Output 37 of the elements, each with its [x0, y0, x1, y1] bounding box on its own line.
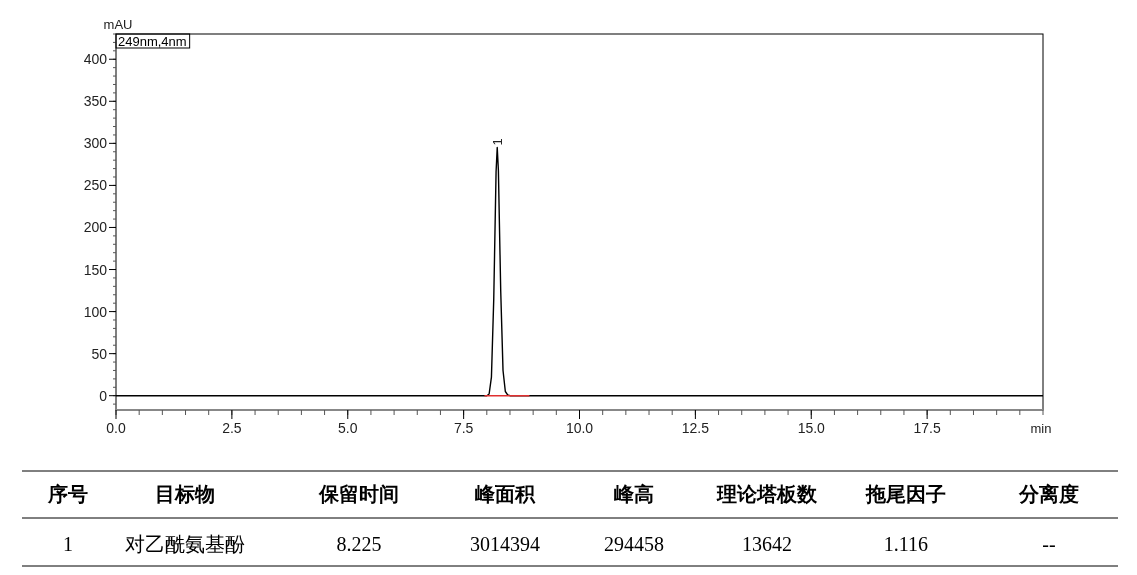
y-tick-label: 0: [99, 387, 108, 404]
x-axis-title: min: [1030, 421, 1052, 436]
x-tick-label: 5.0: [338, 420, 358, 436]
y-tick-label: 150: [83, 261, 108, 278]
y-tick-label: 250: [83, 177, 108, 194]
x-tick-label: 17.5: [913, 420, 941, 436]
text: 序号: [47, 482, 88, 506]
annotation: 1: [490, 138, 506, 146]
text: 峰高: [614, 482, 654, 506]
y-axis-title: mAU: [103, 17, 133, 32]
text: --: [1042, 533, 1056, 555]
x-tick-label: 15.0: [797, 420, 826, 436]
text: 保留时间: [318, 482, 399, 506]
x-tick-label: 2.5: [222, 420, 242, 436]
text: 分离度: [1018, 482, 1079, 506]
x-tick-label: 10.0: [565, 420, 594, 436]
y-tick-label: 300: [83, 135, 108, 152]
text: 294458: [604, 533, 664, 555]
text: 理论塔板数: [716, 482, 818, 506]
text: 1: [63, 533, 73, 555]
x-tick-label: 12.5: [681, 420, 710, 436]
x-tick-label: 0.0: [106, 420, 126, 436]
y-tick-label: 400: [83, 51, 108, 68]
text: 对乙酰氨基酚: [125, 533, 245, 555]
text: 拖尾因子: [865, 482, 946, 506]
y-tick-label: 50: [91, 345, 108, 362]
y-tick-label: 350: [83, 93, 108, 110]
text: 3014394: [470, 533, 540, 555]
text: 峰面积: [475, 482, 536, 506]
x-tick-label: 7.5: [453, 420, 474, 436]
text: 目标物: [155, 482, 215, 506]
annotation: 249nm,4nm: [118, 34, 187, 49]
text: 1.116: [883, 533, 929, 555]
y-tick-label: 200: [83, 219, 108, 236]
text: 8.225: [336, 533, 382, 555]
y-tick-label: 100: [83, 303, 108, 320]
text: 13642: [742, 533, 792, 555]
